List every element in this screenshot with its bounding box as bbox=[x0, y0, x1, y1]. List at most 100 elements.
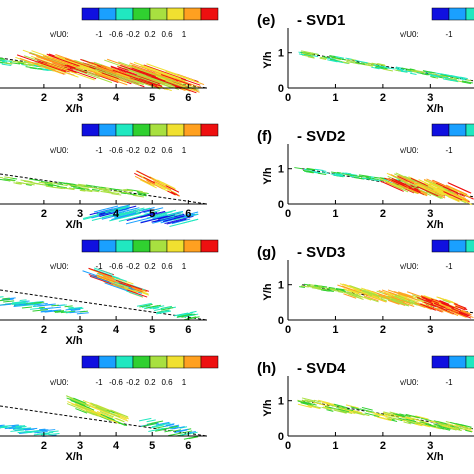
velocity-vector bbox=[23, 428, 30, 430]
velocity-vector bbox=[0, 176, 4, 179]
x-tick-label: 5 bbox=[149, 208, 155, 220]
velocity-vector bbox=[387, 299, 400, 305]
colorbar-swatch bbox=[183, 7, 202, 21]
velocity-vector bbox=[146, 63, 195, 81]
velocity-vector bbox=[88, 274, 113, 284]
colorbar-swatch bbox=[465, 239, 474, 253]
velocity-vector bbox=[326, 409, 334, 412]
velocity-vector bbox=[190, 310, 197, 314]
velocity-vector bbox=[68, 187, 75, 190]
velocity-vector bbox=[451, 192, 470, 202]
velocity-vector bbox=[131, 287, 144, 293]
velocity-vector bbox=[133, 61, 181, 80]
velocity-vector bbox=[159, 422, 171, 426]
colorbar-tick-label: -1 bbox=[445, 146, 453, 155]
velocity-vector bbox=[347, 291, 364, 298]
velocity-vector bbox=[114, 276, 127, 282]
x-axis-title: X/h bbox=[65, 451, 82, 463]
x-tick-label: 2 bbox=[380, 92, 386, 104]
colorbar: v/U0: -1 -0.6 -0.2 0.2 0.6 1 bbox=[50, 239, 219, 271]
velocity-vector bbox=[304, 170, 313, 173]
x-tick-label: 3 bbox=[427, 92, 433, 104]
velocity-vector bbox=[28, 178, 41, 182]
velocity-vector bbox=[353, 177, 363, 180]
panel-label: (h) bbox=[257, 360, 276, 377]
x-tick-label: 6 bbox=[185, 324, 191, 336]
velocity-vector bbox=[18, 182, 32, 185]
velocity-vector bbox=[82, 409, 95, 416]
velocity-vector bbox=[109, 280, 129, 289]
velocity-vector bbox=[123, 191, 131, 194]
velocity-vector bbox=[38, 181, 49, 185]
velocity-vector bbox=[453, 303, 465, 309]
colorbar: v/U0: -1 bbox=[400, 7, 474, 39]
velocity-vector bbox=[376, 63, 386, 67]
y-axis-title: Y/h bbox=[262, 167, 274, 184]
velocity-vector bbox=[21, 306, 33, 309]
colorbar-tick-label: -0.2 bbox=[126, 146, 140, 155]
velocity-vector bbox=[169, 424, 180, 428]
velocity-vector bbox=[411, 69, 424, 74]
velocity-vector bbox=[406, 179, 429, 190]
colorbar-tick-label: 0.2 bbox=[144, 146, 156, 155]
velocity-vector bbox=[430, 74, 438, 77]
velocity-vector bbox=[0, 299, 11, 302]
velocity-vector bbox=[102, 275, 115, 281]
velocity-vector bbox=[319, 57, 327, 60]
velocity-vector bbox=[301, 50, 314, 54]
velocity-vector bbox=[0, 424, 5, 427]
velocity-vector bbox=[353, 411, 365, 416]
velocity-vector bbox=[80, 189, 93, 193]
velocity-vector bbox=[335, 287, 346, 291]
velocity-vector bbox=[73, 397, 87, 404]
x-tick-label: 4 bbox=[113, 440, 120, 452]
velocity-vector bbox=[96, 274, 120, 284]
x-tick-label: 5 bbox=[149, 440, 155, 452]
velocity-vector bbox=[372, 411, 387, 417]
velocity-vector bbox=[349, 175, 359, 179]
velocity-vector bbox=[163, 424, 174, 428]
velocity-vector bbox=[421, 301, 432, 307]
velocity-vector bbox=[373, 64, 386, 68]
colorbar-swatch bbox=[132, 123, 151, 137]
colorbar-tick-label: 0.6 bbox=[161, 30, 173, 39]
velocity-vector bbox=[390, 182, 403, 189]
velocity-vector bbox=[428, 72, 439, 76]
colorbar-label: v/U0: bbox=[400, 146, 419, 155]
velocity-vector bbox=[53, 310, 65, 313]
velocity-vector bbox=[383, 68, 394, 72]
velocity-vector bbox=[137, 192, 146, 195]
velocity-vector bbox=[332, 407, 348, 413]
velocity-vector bbox=[162, 215, 184, 222]
velocity-vector bbox=[333, 289, 342, 293]
velocity-vector bbox=[38, 62, 79, 78]
x-tick-label: 4 bbox=[113, 92, 120, 104]
velocity-vector bbox=[9, 62, 21, 65]
velocity-vector bbox=[146, 179, 155, 185]
velocity-vector bbox=[340, 175, 346, 177]
velocity-vector bbox=[347, 288, 360, 294]
colorbar-swatch bbox=[98, 123, 117, 137]
x-axis-title: X/h bbox=[426, 451, 443, 463]
colorbar-tick-label: -1 bbox=[445, 378, 453, 387]
colorbar-tick-label: 1 bbox=[182, 262, 187, 271]
velocity-vector bbox=[448, 196, 460, 203]
velocity-vector bbox=[93, 185, 106, 189]
vector-field bbox=[139, 417, 199, 440]
x-tick-label: 0 bbox=[285, 92, 291, 104]
velocity-vector bbox=[79, 310, 88, 313]
velocity-vector bbox=[136, 170, 154, 180]
colorbar: v/U0: -1 bbox=[400, 355, 474, 387]
velocity-vector bbox=[439, 300, 450, 305]
velocity-vector bbox=[145, 305, 159, 309]
velocity-vector bbox=[437, 307, 454, 315]
velocity-vector bbox=[132, 194, 145, 198]
velocity-vector bbox=[114, 412, 129, 420]
velocity-vector bbox=[378, 294, 391, 300]
velocity-vector bbox=[157, 184, 166, 190]
velocity-vector bbox=[97, 272, 115, 280]
velocity-vector bbox=[157, 179, 176, 190]
x-tick-label: 2 bbox=[380, 440, 386, 452]
velocity-vector bbox=[408, 187, 421, 194]
